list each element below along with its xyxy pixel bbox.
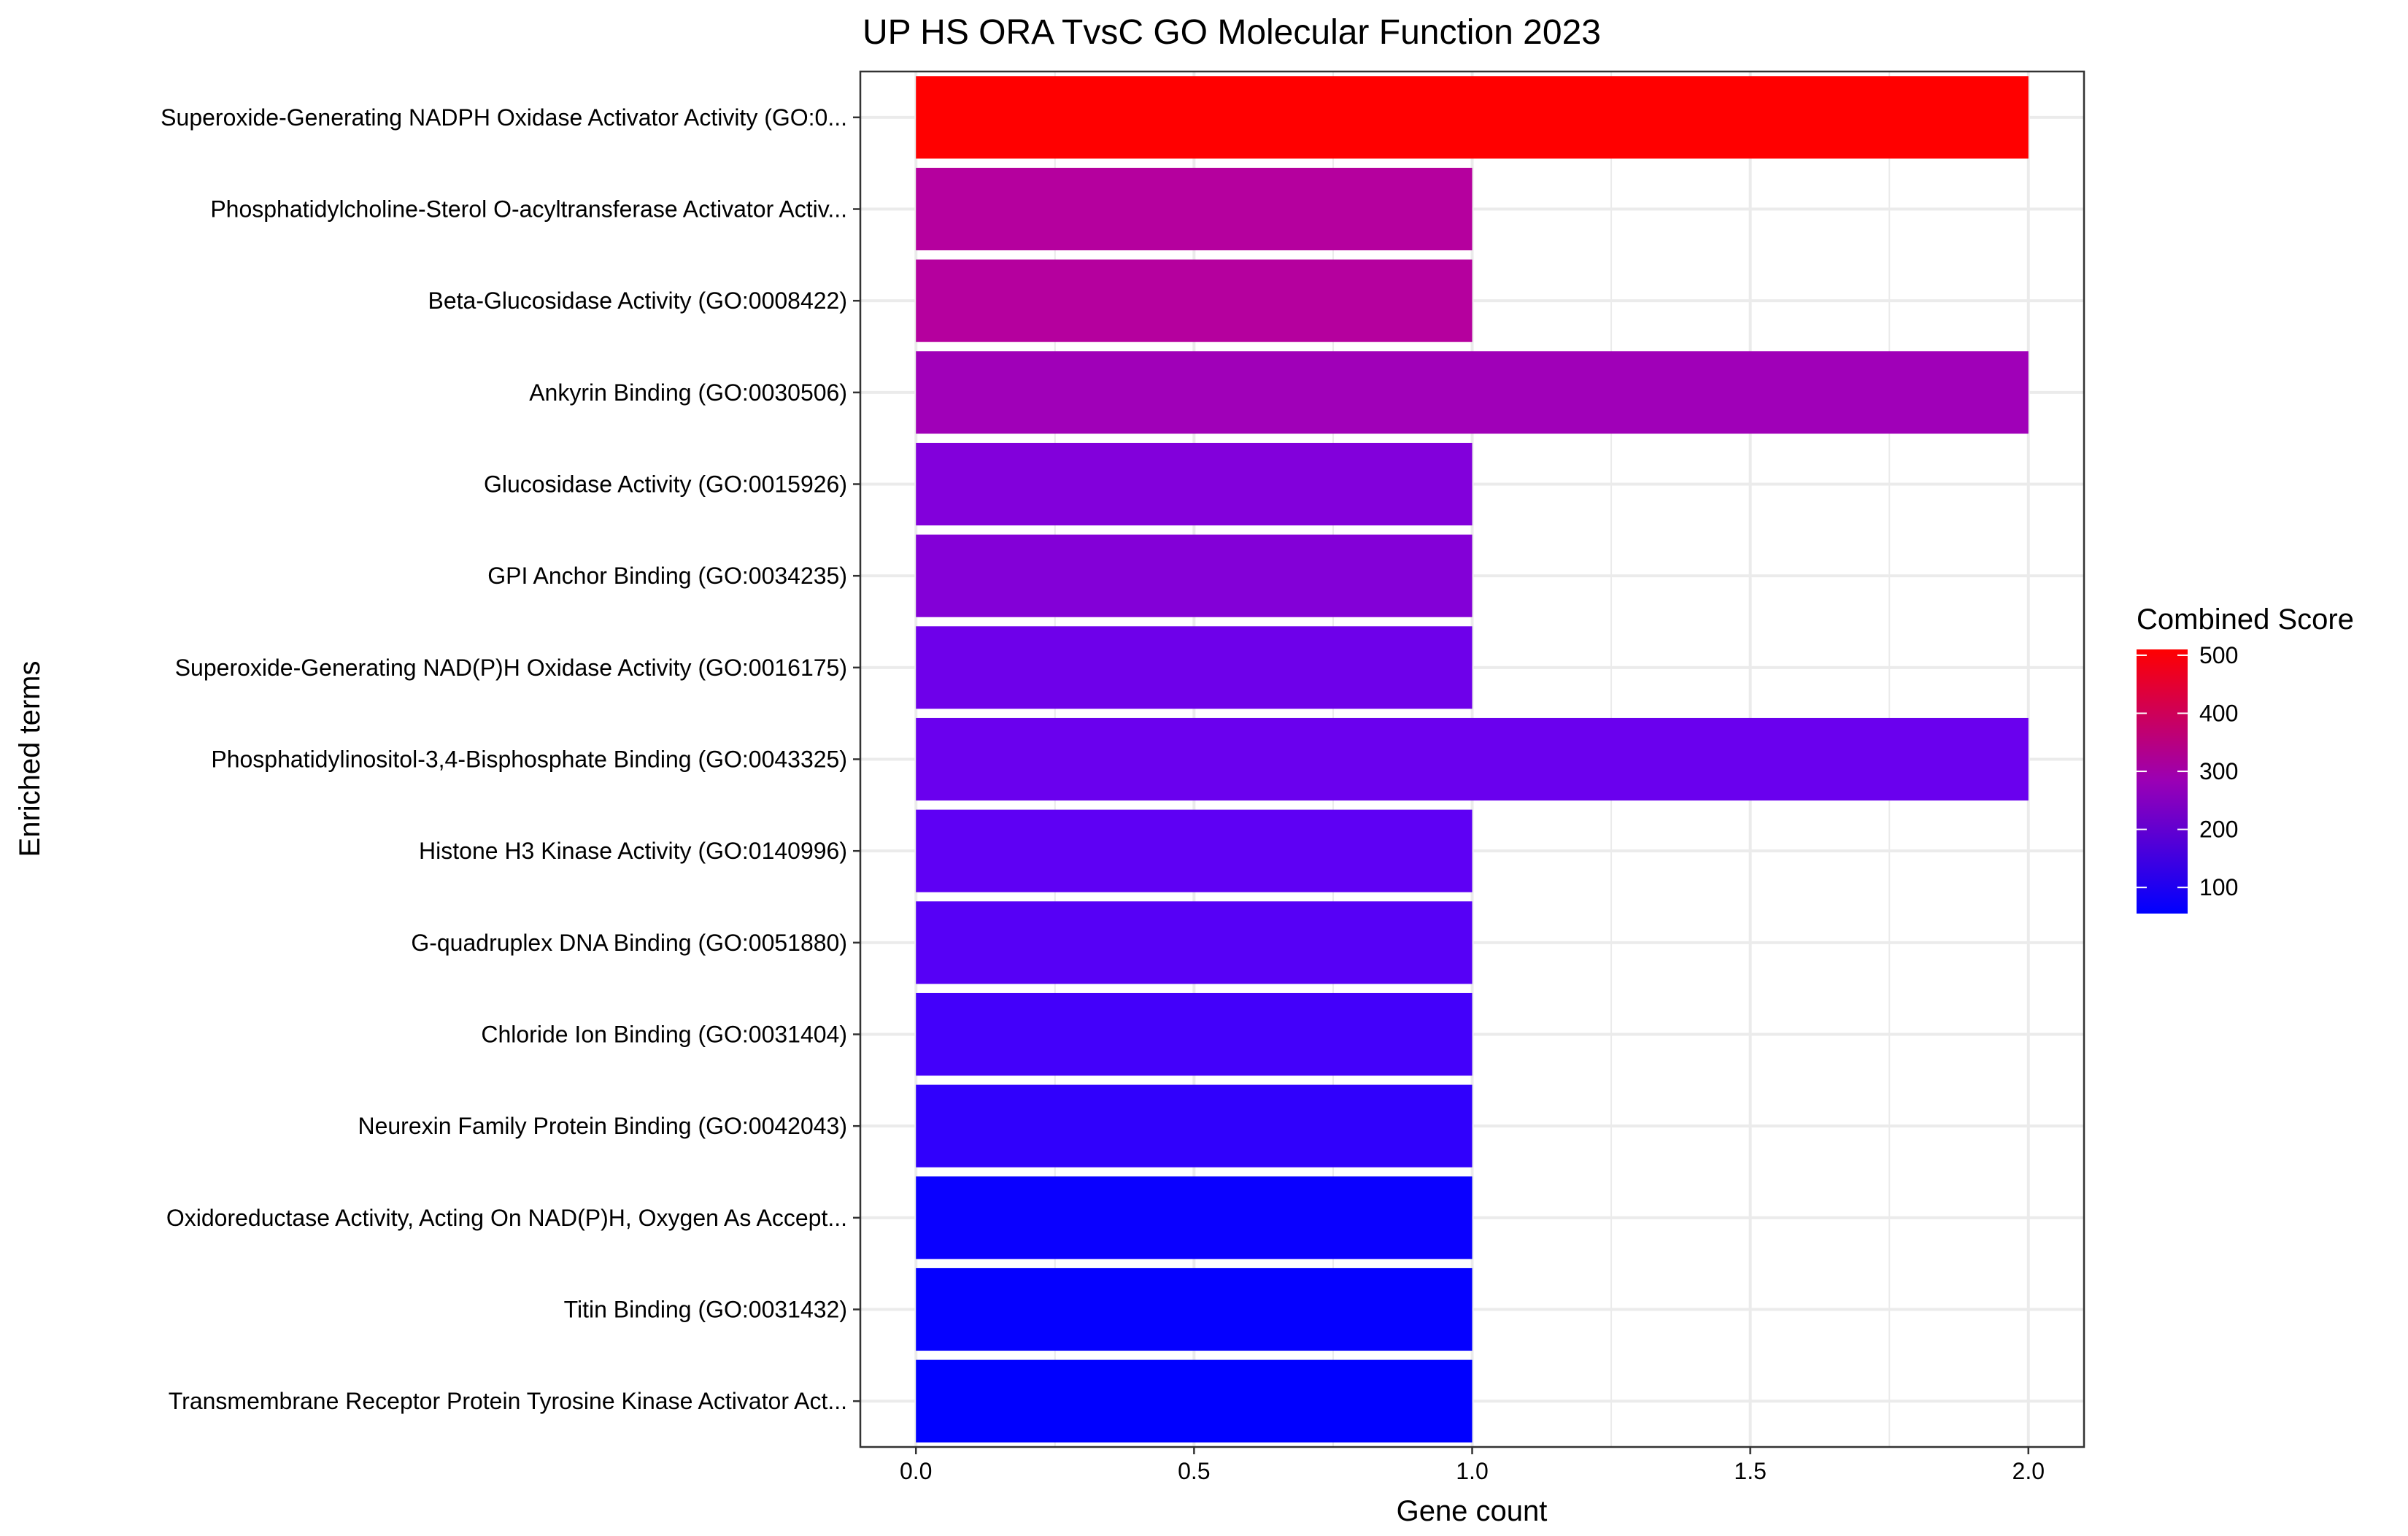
bar	[916, 351, 2029, 434]
y-tick-label: Phosphatidylinositol-3,4-Bisphosphate Bi…	[211, 746, 847, 773]
y-tick-label: GPI Anchor Binding (GO:0034235)	[487, 563, 847, 589]
bar	[916, 901, 1473, 984]
legend-tick-label: 500	[2199, 642, 2238, 668]
y-tick-label: Chloride Ion Binding (GO:0031404)	[481, 1022, 847, 1048]
y-tick-label: Histone H3 Kinase Activity (GO:0140996)	[419, 838, 847, 864]
x-tick-label: 0.0	[900, 1458, 932, 1484]
legend-tick-label: 400	[2199, 701, 2238, 727]
legend-title: Combined Score	[2137, 603, 2354, 636]
bar	[916, 167, 1473, 251]
bar	[916, 1176, 1473, 1259]
bar	[916, 76, 2029, 159]
bars	[916, 76, 2029, 1443]
x-axis-label: Gene count	[1397, 1495, 1548, 1527]
y-tick-label: Oxidoreductase Activity, Acting On NAD(P…	[166, 1205, 847, 1231]
legend-ticks: 100 200 300 400 500	[2137, 642, 2238, 900]
legend-tick-label: 200	[2199, 817, 2238, 843]
legend: Combined Score 100 200 300 400 500	[2137, 603, 2354, 914]
bar	[916, 717, 2029, 801]
x-tick-label: 0.5	[1178, 1458, 1210, 1484]
x-axis: 0.0 0.5 1.0 1.5 2.0	[900, 1447, 2045, 1484]
y-tick-label: Superoxide-Generating NADPH Oxidase Acti…	[161, 104, 847, 131]
chart-title: UP HS ORA TvsC GO Molecular Function 202…	[863, 13, 1601, 52]
bar	[916, 1267, 1473, 1351]
y-tick-label: Glucosidase Activity (GO:0015926)	[484, 471, 847, 498]
bar	[916, 626, 1473, 709]
y-tick-label: Superoxide-Generating NAD(P)H Oxidase Ac…	[175, 655, 847, 681]
y-tick-label: Beta-Glucosidase Activity (GO:0008422)	[428, 287, 848, 314]
legend-colorbar	[2137, 649, 2188, 914]
y-tick-label: Transmembrane Receptor Protein Tyrosine …	[169, 1388, 847, 1414]
bar	[916, 1359, 1473, 1443]
bar	[916, 442, 1473, 526]
x-tick-label: 2.0	[2013, 1458, 2045, 1484]
bar	[916, 534, 1473, 617]
x-tick-label: 1.5	[1734, 1458, 1766, 1484]
plot-panel	[859, 70, 2085, 1448]
y-tick-label: G-quadruplex DNA Binding (GO:0051880)	[411, 930, 847, 956]
bar	[916, 1084, 1473, 1168]
legend-tick-label: 300	[2199, 758, 2238, 784]
y-axis: Superoxide-Generating NADPH Oxidase Acti…	[161, 104, 860, 1414]
bar	[916, 259, 1473, 342]
bar	[916, 992, 1473, 1076]
y-tick-label: Phosphatidylcholine-Sterol O-acyltransfe…	[210, 196, 847, 223]
y-tick-label: Ankyrin Binding (GO:0030506)	[529, 379, 847, 406]
x-tick-label: 1.0	[1456, 1458, 1488, 1484]
y-tick-label: Neurexin Family Protein Binding (GO:0042…	[358, 1113, 847, 1139]
bar	[916, 809, 1473, 892]
y-axis-label: Enriched terms	[14, 661, 46, 857]
y-tick-label: Titin Binding (GO:0031432)	[564, 1297, 847, 1323]
legend-tick-label: 100	[2199, 874, 2238, 900]
